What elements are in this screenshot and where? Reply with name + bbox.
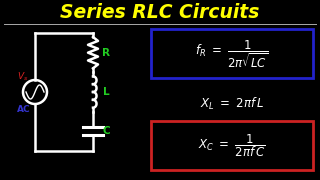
Text: AC: AC: [17, 105, 31, 114]
Text: $X_L\ =\ 2\pi f\, L$: $X_L\ =\ 2\pi f\, L$: [200, 96, 264, 112]
Text: R: R: [102, 48, 110, 58]
Text: L: L: [103, 87, 109, 97]
FancyBboxPatch shape: [151, 121, 313, 170]
FancyBboxPatch shape: [151, 29, 313, 78]
Text: C: C: [102, 126, 110, 136]
Text: $X_C\ =\ \dfrac{1}{2\pi f\, C}$: $X_C\ =\ \dfrac{1}{2\pi f\, C}$: [198, 133, 266, 159]
Text: $V_s$: $V_s$: [17, 71, 29, 83]
Text: $f_R\ =\ \dfrac{1}{2\pi\sqrt{LC}}$: $f_R\ =\ \dfrac{1}{2\pi\sqrt{LC}}$: [195, 38, 269, 70]
Circle shape: [23, 80, 47, 104]
Text: Series RLC Circuits: Series RLC Circuits: [60, 3, 260, 22]
